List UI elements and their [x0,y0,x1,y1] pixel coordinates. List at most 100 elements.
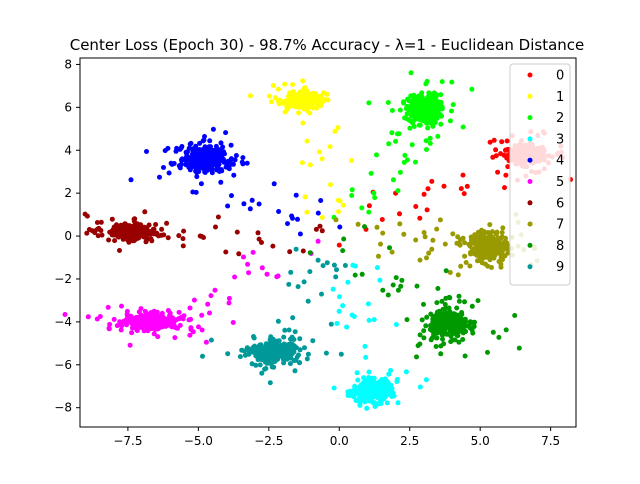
data-point [471,319,477,325]
data-point [336,308,342,314]
data-point [176,233,182,239]
data-point [417,384,423,390]
data-point [299,160,305,166]
series-8-points [307,224,522,360]
data-point [166,170,172,176]
data-point [432,319,437,325]
data-point [462,253,468,259]
data-point [200,156,205,162]
data-point [202,148,208,154]
data-point [263,366,269,371]
data-point [287,361,293,367]
data-point [500,225,506,231]
data-point [420,103,426,109]
data-point [349,158,354,163]
data-point [315,238,321,244]
data-point [462,353,468,359]
data-point [205,301,211,307]
series-4-points [128,126,343,237]
data-point [267,93,272,99]
data-point [177,322,183,328]
data-point [152,326,158,332]
data-point [505,164,511,170]
data-point [425,186,431,192]
data-point [372,393,378,399]
legend-label: 4 [556,154,564,169]
data-point [182,156,188,162]
legend-marker [527,242,533,248]
data-point [289,213,295,219]
data-point [436,308,442,314]
chart-title: Center Loss (Epoch 30) - 98.7% Accuracy … [70,36,585,54]
data-point [366,100,372,106]
data-point [250,249,256,255]
legend-marker [527,136,533,142]
data-point [215,157,221,163]
data-point [121,223,127,229]
data-point [368,375,374,381]
data-point [460,235,466,241]
data-point [213,143,219,149]
data-point [499,250,505,256]
data-point [445,319,451,325]
data-point [355,377,361,383]
data-point [184,150,189,156]
data-point [372,400,378,406]
data-point [179,144,185,149]
data-point [487,236,493,242]
data-point [324,91,330,97]
data-point [427,115,433,121]
x-tick-label: −5.0 [184,434,213,448]
data-point [293,246,299,252]
data-point [296,100,302,106]
data-point [340,202,346,208]
data-point [378,401,384,407]
data-point [319,156,325,162]
legend-marker [527,115,533,121]
series-2-points [331,70,475,220]
data-point [128,177,134,183]
data-point [202,166,208,172]
data-point [426,250,432,256]
data-point [386,371,392,377]
data-point [464,323,469,329]
data-point [491,242,496,248]
data-point [95,233,101,239]
data-point [241,201,247,207]
data-point [319,291,324,297]
data-point [362,399,368,405]
data-point [269,99,274,105]
data-point [452,337,458,343]
data-point [245,261,251,267]
data-point [393,322,399,327]
data-point [344,324,350,330]
data-point [111,316,117,322]
data-point [246,270,252,276]
data-point [468,250,473,255]
data-point [188,161,194,167]
data-point [276,86,281,92]
data-point [481,232,487,238]
data-point [310,338,316,344]
data-point [361,375,367,381]
data-point [271,364,277,370]
data-point [438,121,444,127]
data-point [389,108,395,113]
data-point [499,230,505,235]
legend-marker [527,93,533,99]
y-tick-label: −2 [54,272,72,286]
data-point [318,198,324,203]
data-point [373,384,379,390]
data-point [300,248,306,254]
data-point [461,191,467,197]
data-point [323,350,329,356]
data-point [186,317,192,323]
data-point [297,347,303,353]
data-point [150,226,156,232]
data-point [397,107,403,113]
data-point [196,324,201,330]
series-7-points [333,212,540,278]
data-point [450,231,456,237]
data-point [351,394,357,400]
x-tick-label: 5.0 [471,434,490,448]
